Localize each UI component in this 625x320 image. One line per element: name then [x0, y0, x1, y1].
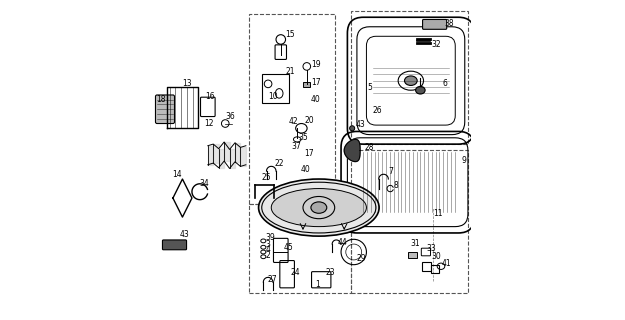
Ellipse shape: [349, 126, 355, 131]
Text: 40: 40: [301, 165, 311, 174]
Text: 35: 35: [298, 133, 308, 142]
Text: 32: 32: [431, 40, 441, 49]
Text: 6: 6: [442, 79, 448, 88]
Text: 23: 23: [325, 268, 335, 277]
Text: 7: 7: [389, 167, 394, 176]
Text: 17: 17: [311, 78, 321, 87]
Text: 27: 27: [268, 275, 277, 284]
Polygon shape: [344, 140, 360, 162]
Text: 9: 9: [462, 156, 466, 164]
Text: 41: 41: [441, 259, 451, 268]
Text: 30: 30: [432, 252, 441, 261]
Text: 5: 5: [367, 83, 372, 92]
Text: 15: 15: [286, 30, 295, 39]
Text: 44: 44: [338, 238, 348, 247]
Text: 11: 11: [434, 209, 443, 219]
Text: 40: 40: [311, 95, 321, 104]
Text: 36: 36: [225, 112, 235, 121]
Text: 42: 42: [289, 117, 298, 126]
Text: 13: 13: [182, 79, 192, 88]
Text: 10: 10: [268, 92, 278, 101]
Text: 17: 17: [304, 149, 314, 158]
Ellipse shape: [271, 188, 366, 227]
Text: 38: 38: [444, 19, 454, 28]
Text: 45: 45: [284, 243, 294, 252]
FancyBboxPatch shape: [303, 82, 310, 87]
Ellipse shape: [416, 86, 425, 94]
Text: 28: 28: [364, 143, 374, 152]
Text: 3: 3: [266, 240, 271, 249]
Text: 8: 8: [393, 181, 398, 190]
Text: 39: 39: [266, 233, 276, 242]
FancyBboxPatch shape: [408, 252, 417, 258]
Text: 21: 21: [286, 67, 295, 76]
Text: 34: 34: [199, 179, 209, 188]
Text: 25: 25: [262, 173, 271, 182]
Text: 26: 26: [372, 106, 382, 115]
Text: 37: 37: [292, 142, 302, 151]
Text: 24: 24: [290, 268, 300, 277]
Text: 31: 31: [410, 239, 420, 248]
Ellipse shape: [404, 76, 417, 85]
FancyBboxPatch shape: [422, 20, 447, 29]
Text: 1: 1: [315, 280, 320, 289]
FancyBboxPatch shape: [156, 95, 174, 124]
Text: 14: 14: [173, 170, 182, 179]
Text: 33: 33: [426, 244, 436, 253]
Text: 22: 22: [274, 159, 284, 168]
Text: 43: 43: [356, 120, 365, 129]
Text: 29: 29: [357, 254, 366, 263]
FancyBboxPatch shape: [162, 240, 187, 250]
Text: 43: 43: [180, 230, 189, 239]
Text: 19: 19: [311, 60, 321, 69]
Text: 20: 20: [304, 116, 314, 125]
Text: 18: 18: [156, 95, 165, 104]
Text: 16: 16: [205, 92, 215, 101]
Text: 2: 2: [266, 251, 271, 260]
Ellipse shape: [259, 179, 379, 236]
Text: 4: 4: [266, 245, 271, 254]
Text: 12: 12: [204, 119, 214, 128]
Ellipse shape: [311, 202, 327, 213]
